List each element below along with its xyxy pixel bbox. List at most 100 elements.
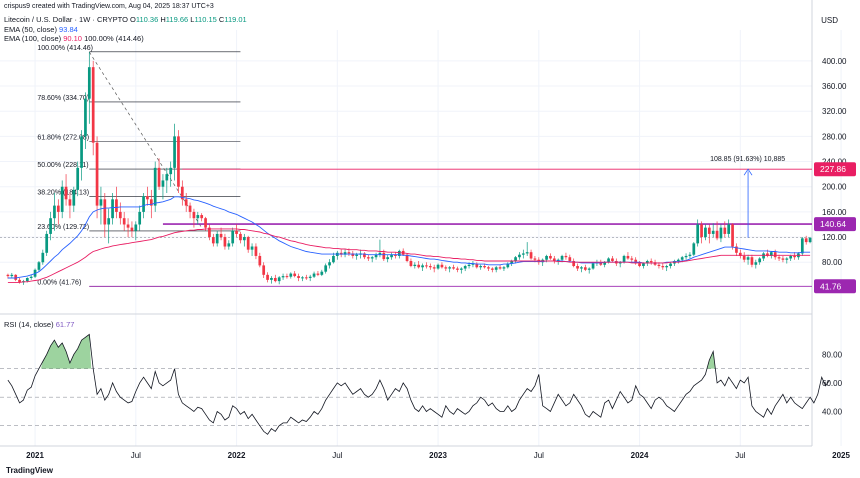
candle-body xyxy=(766,253,769,256)
candle-body xyxy=(250,246,254,250)
candle-body xyxy=(576,266,579,269)
candle-body xyxy=(320,271,324,275)
time-tick-label: Jul xyxy=(131,451,141,460)
candle-body xyxy=(680,257,684,260)
candle-body xyxy=(425,265,428,267)
candle-body xyxy=(103,199,107,225)
candle-body xyxy=(177,136,180,187)
candle-body xyxy=(452,267,455,269)
time-tick-label: 2024 xyxy=(631,451,649,460)
ohlc-high: 119.66 xyxy=(165,15,189,24)
fib-level-label: 0.00% (41.76) xyxy=(37,279,81,286)
candle-body xyxy=(444,267,448,269)
candle-body xyxy=(115,199,118,212)
tradingview-brand: TradingView xyxy=(6,466,53,475)
candle-body xyxy=(769,252,773,256)
fib-level-label: 23.60% (129.72) xyxy=(37,224,89,231)
candle-body xyxy=(134,224,138,231)
price-tag-41-bg xyxy=(814,279,856,294)
candle-body xyxy=(208,227,211,238)
candle-body xyxy=(746,257,750,260)
candle-body xyxy=(580,267,583,269)
candle-body xyxy=(649,260,653,263)
candle-body xyxy=(192,211,196,219)
ohlc-close-label: C xyxy=(218,15,225,24)
candle-body xyxy=(153,167,157,206)
rsi-overbought-fill xyxy=(707,351,716,369)
candle-body xyxy=(107,218,111,225)
chart-attribution: crispus9 created with TradingView.com, A… xyxy=(4,3,214,10)
ohlc-open-label: O xyxy=(130,15,136,24)
candle-body xyxy=(727,224,731,234)
candle-body xyxy=(363,253,366,258)
candle-body xyxy=(301,277,304,279)
candle-body xyxy=(99,199,103,206)
price-tag-227-bg xyxy=(814,162,856,177)
candle-body xyxy=(506,263,510,268)
candle-body xyxy=(219,233,223,238)
candle-body xyxy=(84,98,87,137)
candle-body xyxy=(603,262,607,265)
ema50-legend[interactable]: EMA (50, close) 93.84 xyxy=(4,25,78,34)
candle-body xyxy=(704,227,707,238)
candle-body xyxy=(149,199,153,206)
rsi-legend[interactable]: RSI (14, close) 61.77 xyxy=(4,320,74,329)
rsi-label: RSI (14, close) xyxy=(4,320,54,329)
tradingview-logo[interactable]: TradingView xyxy=(6,466,53,475)
candle-body xyxy=(386,257,390,260)
ema50-value: 93.84 xyxy=(59,25,78,34)
time-tick-label: 2021 xyxy=(26,451,44,460)
candle-body xyxy=(188,205,192,212)
candle-body xyxy=(568,257,572,261)
price-tick-label: 240.00 xyxy=(822,158,847,167)
candle-body xyxy=(653,262,657,265)
fib-level-label: 78.60% (334.70) xyxy=(37,95,89,102)
candle-body xyxy=(45,233,49,253)
candle-body xyxy=(118,211,122,219)
candle-body xyxy=(642,263,645,267)
candle-body xyxy=(304,277,308,279)
candle-body xyxy=(49,218,52,234)
candle-body xyxy=(475,263,479,268)
candle-body xyxy=(397,250,401,256)
price-tag-140-bg xyxy=(814,217,856,232)
candle-body xyxy=(246,237,250,250)
candle-body xyxy=(669,263,672,267)
time-tick-label: 2025 xyxy=(832,451,850,460)
price-tag-227: 227.86 xyxy=(820,164,846,174)
symbol-line: Litecoin / U.S. Dollar · 1W · CRYPTO O 11… xyxy=(4,15,247,24)
rsi-tick-label: 60.00 xyxy=(822,379,843,388)
symbol-title[interactable]: Litecoin / U.S. Dollar · 1W · CRYPTO xyxy=(4,15,128,24)
candle-body xyxy=(378,252,382,255)
time-tick-label: 2022 xyxy=(228,451,246,460)
candle-body xyxy=(370,257,374,259)
candle-body xyxy=(808,237,812,243)
candle-body xyxy=(173,136,176,168)
candle-body xyxy=(684,255,688,258)
currency-label: USD xyxy=(821,16,838,25)
candle-body xyxy=(707,227,711,234)
candle-body xyxy=(227,243,231,247)
candle-body xyxy=(258,255,262,266)
candle-body xyxy=(715,230,719,239)
candle-body xyxy=(436,264,440,269)
candle-body xyxy=(533,258,537,260)
candle-body xyxy=(793,255,796,258)
price-tag-41: 41.76 xyxy=(820,281,842,291)
candle-body xyxy=(448,267,452,269)
candle-body xyxy=(630,258,634,260)
candle-body xyxy=(347,252,351,254)
candle-body xyxy=(165,174,169,181)
candle-body xyxy=(184,199,188,206)
candle-body xyxy=(599,262,603,265)
candle-body xyxy=(518,254,521,258)
candle-body xyxy=(785,258,789,260)
rsi-line xyxy=(7,333,830,435)
candle-body xyxy=(471,263,475,265)
candle-body xyxy=(754,262,758,265)
price-tag-140: 140.64 xyxy=(820,219,846,229)
ema100-legend[interactable]: EMA (100, close) 90.10 100.00% (414.46) xyxy=(4,34,144,43)
candle-body xyxy=(351,253,355,256)
candle-body xyxy=(556,259,560,261)
